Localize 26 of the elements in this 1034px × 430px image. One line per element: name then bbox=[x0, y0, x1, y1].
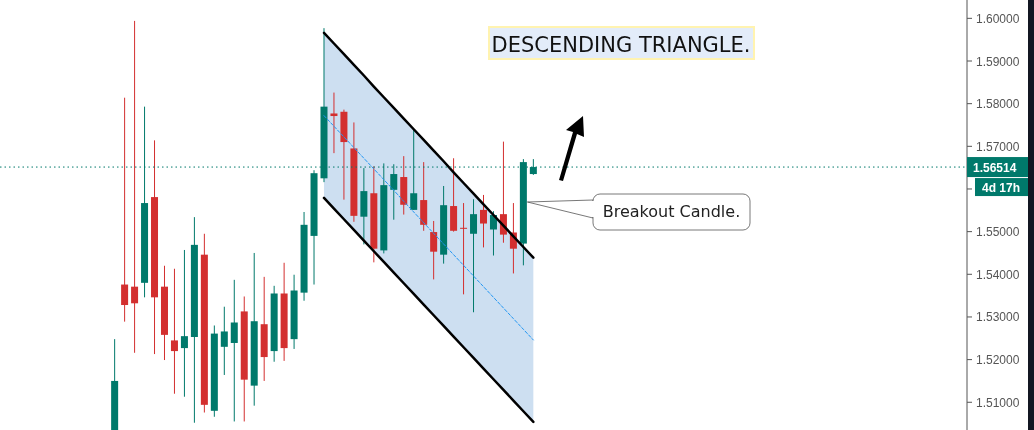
y-tick-label: 1.59000 bbox=[976, 54, 1020, 69]
y-tick-label: 1.55000 bbox=[976, 225, 1020, 240]
y-tick-label: 1.52000 bbox=[976, 353, 1020, 368]
candlestick bbox=[170, 268, 178, 395]
candlestick bbox=[460, 202, 468, 295]
line-series bbox=[323, 115, 534, 341]
candlestick bbox=[180, 249, 188, 398]
text: 4d 17h bbox=[982, 180, 1021, 195]
y-tick-label: 1.58000 bbox=[976, 97, 1020, 112]
text: DESCENDING TRIANGLE. bbox=[491, 33, 751, 57]
ref-line-label: 1.56514 bbox=[973, 160, 1017, 175]
candlestick bbox=[121, 97, 129, 323]
candlestick bbox=[470, 198, 478, 313]
candlestick bbox=[330, 92, 338, 154]
y-tick-label: 1.53000 bbox=[976, 310, 1020, 325]
candlestick bbox=[220, 306, 228, 376]
y-tick-label: 1.60000 bbox=[976, 11, 1020, 26]
y-tick-label: 1.54000 bbox=[976, 267, 1020, 282]
candlestick bbox=[430, 220, 438, 280]
candlestick bbox=[480, 194, 487, 248]
candlestick bbox=[131, 20, 139, 354]
y-tick-label: 1.51000 bbox=[976, 395, 1020, 410]
line-series bbox=[322, 196, 535, 424]
annotation: Breakout Candle. bbox=[602, 202, 741, 221]
y-tick-label: 1.57000 bbox=[976, 139, 1020, 154]
candlestick bbox=[230, 279, 238, 422]
